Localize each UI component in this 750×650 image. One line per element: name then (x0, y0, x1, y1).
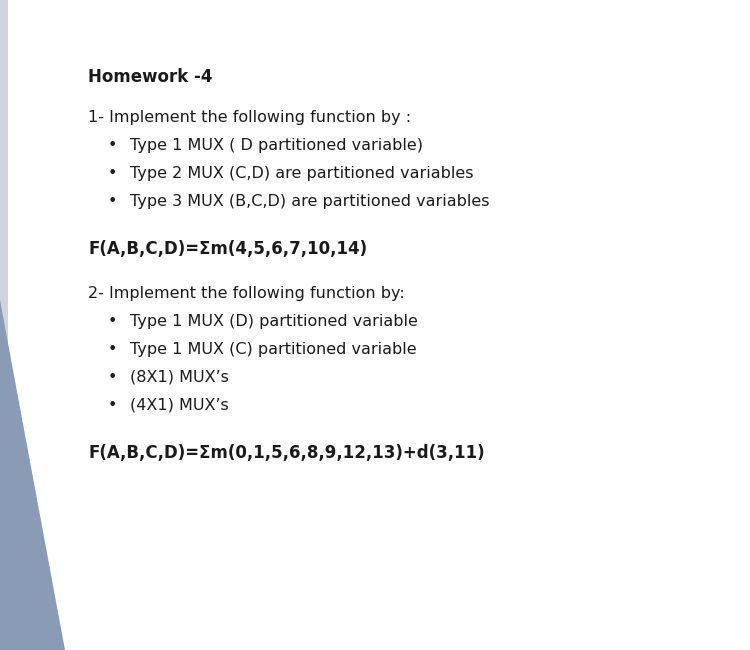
Text: •: • (108, 194, 117, 209)
Bar (0, 0, 8, 650)
Text: (8X1) MUX’s: (8X1) MUX’s (130, 370, 229, 385)
Text: •: • (108, 314, 117, 329)
Text: Type 2 MUX (C,D) are partitioned variables: Type 2 MUX (C,D) are partitioned variabl… (130, 166, 473, 181)
Text: 2- Implement the following function by:: 2- Implement the following function by: (88, 286, 405, 301)
Text: Type 3 MUX (B,C,D) are partitioned variables: Type 3 MUX (B,C,D) are partitioned varia… (130, 194, 490, 209)
Text: Type 1 MUX (C) partitioned variable: Type 1 MUX (C) partitioned variable (130, 342, 417, 357)
Text: •: • (108, 342, 117, 357)
Text: F(A,B,C,D)=Σm(4,5,6,7,10,14): F(A,B,C,D)=Σm(4,5,6,7,10,14) (88, 240, 368, 258)
Text: •: • (108, 166, 117, 181)
Polygon shape (0, 300, 65, 650)
Text: Type 1 MUX ( D partitioned variable): Type 1 MUX ( D partitioned variable) (130, 138, 423, 153)
Text: •: • (108, 398, 117, 413)
Text: •: • (108, 370, 117, 385)
Text: Type 1 MUX (D) partitioned variable: Type 1 MUX (D) partitioned variable (130, 314, 418, 329)
Text: Homework -4: Homework -4 (88, 68, 212, 86)
Text: •: • (108, 138, 117, 153)
Text: (4X1) MUX’s: (4X1) MUX’s (130, 398, 229, 413)
Text: 1- Implement the following function by :: 1- Implement the following function by : (88, 110, 411, 125)
Text: F(A,B,C,D)=Σm(0,1,5,6,8,9,12,13)+d(3,11): F(A,B,C,D)=Σm(0,1,5,6,8,9,12,13)+d(3,11) (88, 444, 484, 462)
